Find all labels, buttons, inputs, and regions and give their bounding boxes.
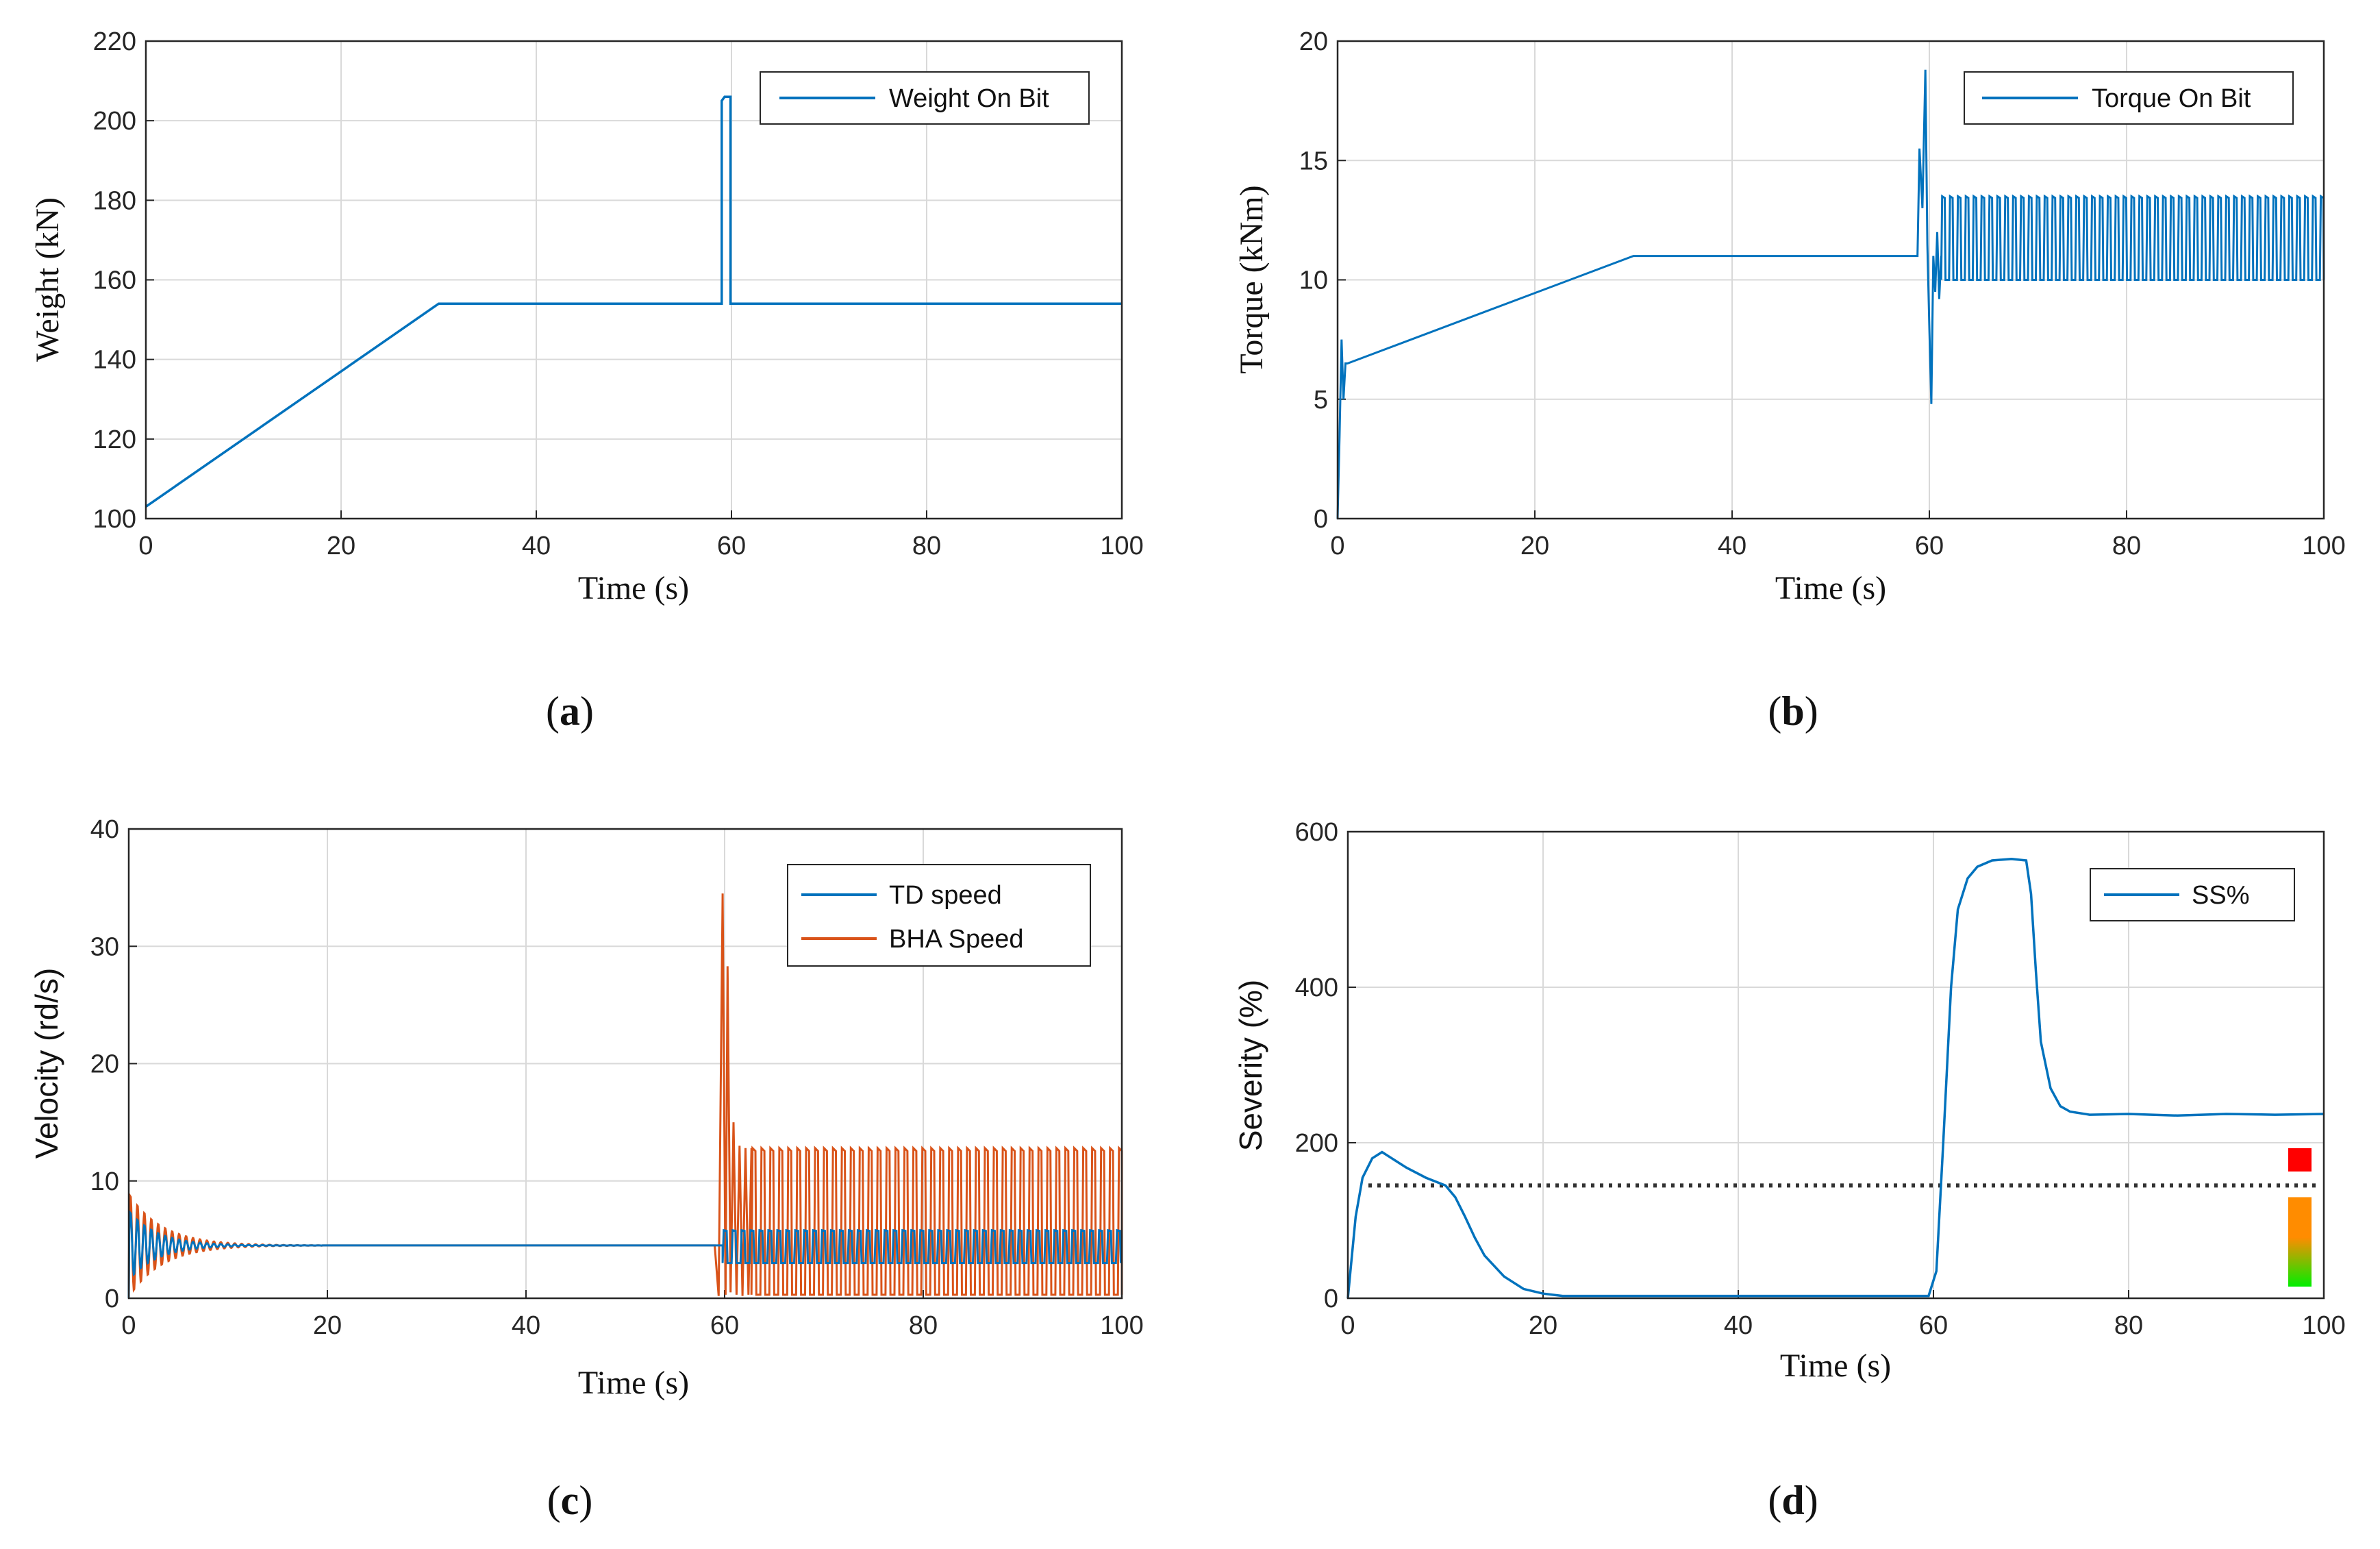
panel-a-line-weight-on-bit xyxy=(145,95,1122,508)
panel-b-x-tick-label: 0 xyxy=(1330,532,1344,560)
panel-d-x-tick-label: 0 xyxy=(1340,1311,1355,1340)
panel-b-y-tick-label: 0 xyxy=(1314,505,1328,534)
caption-a-letter: a xyxy=(560,689,580,734)
panel-a-y-tick-label: 100 xyxy=(93,505,136,534)
panel-c-y-tick-label: 30 xyxy=(90,932,119,961)
panel-d-x-tick-label: 40 xyxy=(1724,1311,1753,1340)
panel-b-x-tick-labels: 0 20 40 60 80 100 xyxy=(1330,532,2345,560)
panel-d-severity-red-indicator xyxy=(2288,1148,2312,1172)
panel-c-x-tick-label: 60 xyxy=(710,1311,739,1340)
panel-a-axes-frame xyxy=(145,40,1123,520)
panel-b-x-tick-label: 100 xyxy=(2302,532,2345,560)
panel-a-y-tick-label: 140 xyxy=(93,346,136,375)
panel-b-y-tick-labels: 0 5 10 15 20 xyxy=(1299,27,1328,534)
panel-a-y-tick-label: 160 xyxy=(93,267,136,295)
panel-b-axes-frame xyxy=(1336,40,2325,520)
panel-c-axes-frame xyxy=(127,828,1123,1300)
panel-c-x-axis-label: Time (s) xyxy=(578,1365,689,1401)
panel-a-x-tick-label: 100 xyxy=(1100,532,1143,560)
caption-c-letter: c xyxy=(561,1478,579,1523)
panel-d-axes-frame xyxy=(1346,830,2325,1300)
panel-a-y-tick-labels: 100 120 140 160 180 200 220 xyxy=(93,27,136,534)
panel-d-y-tick-label: 0 xyxy=(1324,1285,1338,1313)
panel-c-y-tick-labels: 0 10 20 30 40 xyxy=(90,815,119,1313)
caption-d: (d) xyxy=(1768,1478,1818,1523)
panel-c-legend-box xyxy=(787,864,1091,967)
panel-a-x-tick-label: 20 xyxy=(327,532,355,560)
panel-c-x-tick-label: 0 xyxy=(121,1311,136,1340)
caption-c: (c) xyxy=(547,1478,593,1523)
panel-b-legend: Torque On Bit xyxy=(1964,71,2294,125)
panel-a-series xyxy=(145,95,1122,508)
panel-a-weight-on-bit-chart: 0 20 40 60 80 100 100 120 140 160 180 200 220 Time … xyxy=(29,27,1144,606)
panel-b-y-tick-label: 20 xyxy=(1299,27,1328,56)
panel-d-line-ss xyxy=(1346,857,2325,1299)
panel-d-y-tick-labels: 0 200 400 600 xyxy=(1295,818,1338,1313)
panel-c-y-tick-label: 20 xyxy=(90,1050,119,1079)
panel-b-x-tick-label: 80 xyxy=(2112,532,2141,560)
panel-c-y-tick-label: 10 xyxy=(90,1167,119,1196)
panel-d-x-tick-label: 100 xyxy=(2302,1311,2345,1340)
panel-a-x-tick-label: 60 xyxy=(717,532,746,560)
panel-c-y-tick-label: 0 xyxy=(105,1285,119,1313)
panel-b-x-tick-label: 20 xyxy=(1520,532,1549,560)
caption-a: (a) xyxy=(546,689,594,734)
panel-b-series xyxy=(1336,69,2325,519)
panel-b-y-axis-label: Torque (kNm) xyxy=(1233,185,1270,373)
panel-b-torque-on-bit-chart: 0 20 40 60 80 100 0 5 10 15 20 Time (s) Torque (k… xyxy=(1233,27,2346,606)
panel-b-x-axis-label: Time (s) xyxy=(1775,570,1886,606)
panel-d-x-tick-label: 80 xyxy=(2114,1311,2143,1340)
panel-d-severity-gradient-indicator xyxy=(2288,1197,2312,1287)
panel-b-x-tick-label: 40 xyxy=(1718,532,1746,560)
panel-a-y-tick-label: 120 xyxy=(93,425,136,454)
panel-d-legend-label-ss: SS% xyxy=(2192,881,2249,910)
panel-b-legend-label-torque-on-bit: Torque On Bit xyxy=(2092,84,2251,113)
panel-a-legend-label-weight-on-bit: Weight On Bit xyxy=(889,84,1049,113)
panel-c-x-tick-label: 20 xyxy=(313,1311,342,1340)
panel-d-x-tick-labels: 0 20 40 60 80 100 xyxy=(1340,1311,2345,1340)
panel-b-line-torque-on-bit xyxy=(1336,69,2325,519)
panel-c-y-tick-label: 40 xyxy=(90,815,119,844)
panel-b-y-tick-label: 5 xyxy=(1314,386,1328,414)
panel-d-y-tick-label: 400 xyxy=(1295,974,1338,1002)
panel-a-legend: Weight On Bit xyxy=(760,71,1090,125)
panel-d-legend: SS% xyxy=(2090,868,2295,921)
panel-d-series xyxy=(1346,857,2325,1299)
panel-d-x-axis-label: Time (s) xyxy=(1780,1348,1891,1384)
panel-c-legend-label-bha-speed: BHA Speed xyxy=(889,925,1023,954)
panel-d-y-tick-label: 600 xyxy=(1295,818,1338,847)
panel-a-x-tick-label: 0 xyxy=(138,532,153,560)
panel-c-x-tick-label: 40 xyxy=(512,1311,540,1340)
panel-d-severity-chart: 0 20 40 60 80 100 0 200 400 600 Time (s) Severit… xyxy=(1233,818,2346,1384)
panel-c-x-tick-label: 80 xyxy=(909,1311,938,1340)
panel-c-line-td-speed xyxy=(127,1210,1122,1299)
panel-a-y-axis-label: Weight (kN) xyxy=(29,197,66,362)
panel-a-x-tick-label: 80 xyxy=(912,532,941,560)
panel-d-y-tick-label: 200 xyxy=(1295,1129,1338,1158)
panel-a-x-axis-label: Time (s) xyxy=(578,570,689,606)
panel-a-y-tick-label: 180 xyxy=(93,186,136,215)
panel-c-x-tick-label: 100 xyxy=(1100,1311,1143,1340)
panel-c-series xyxy=(127,893,1123,1299)
panel-a-x-tick-label: 40 xyxy=(522,532,551,560)
caption-b-letter: b xyxy=(1781,689,1804,734)
panel-d-x-tick-label: 20 xyxy=(1529,1311,1557,1340)
panel-d-x-tick-label: 60 xyxy=(1919,1311,1948,1340)
panel-c-legend: TD speed BHA Speed xyxy=(787,864,1091,967)
panel-b-y-tick-label: 15 xyxy=(1299,147,1328,175)
panel-c-legend-label-td-speed: TD speed xyxy=(889,881,1002,910)
panel-c-y-axis-label: Velocity (rd/s) xyxy=(29,968,64,1159)
panel-a-y-tick-label: 220 xyxy=(93,27,136,56)
panel-a-y-tick-label: 200 xyxy=(93,107,136,136)
caption-d-letter: d xyxy=(1781,1478,1804,1523)
panel-c-velocity-chart: 0 20 40 60 80 100 0 10 20 30 40 Time (s) Velocity… xyxy=(29,815,1144,1401)
panel-b-x-tick-label: 60 xyxy=(1915,532,1944,560)
panel-b-y-tick-label: 10 xyxy=(1299,267,1328,295)
panel-c-x-tick-labels: 0 20 40 60 80 100 xyxy=(121,1311,1143,1340)
panel-a-x-tick-labels: 0 20 40 60 80 100 xyxy=(138,532,1143,560)
caption-b: (b) xyxy=(1768,689,1818,734)
panel-d-y-axis-label: Severity (%) xyxy=(1233,980,1268,1151)
